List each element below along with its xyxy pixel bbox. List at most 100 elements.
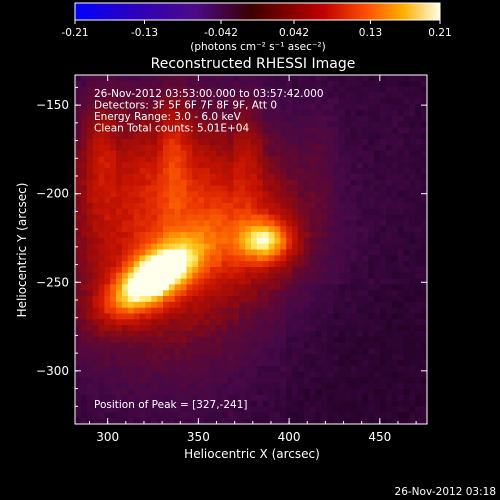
heatmap-cell: [303, 150, 311, 158]
heatmap-cell: [309, 197, 317, 204]
heatmap-cell: [139, 336, 146, 344]
heatmap-cell: [327, 354, 334, 361]
heatmap-cell: [151, 237, 158, 245]
heatmap-cell: [186, 80, 193, 88]
heatmap-cell: [292, 237, 299, 245]
heatmap-cell: [92, 127, 100, 134]
heatmap-cell: [303, 98, 311, 105]
heatmap-cell: [315, 179, 322, 187]
heatmap-cell: [415, 394, 422, 402]
heatmap-cell: [204, 394, 211, 402]
heatmap-cell: [415, 226, 422, 233]
heatmap-cell: [251, 138, 258, 146]
heatmap-cell: [385, 237, 393, 245]
heatmap-cell: [415, 109, 422, 117]
heatmap-cell: [256, 133, 264, 140]
heatmap-cell: [180, 156, 188, 163]
heatmap-cell: [215, 202, 223, 210]
heatmap-cell: [397, 290, 405, 297]
heatmap-cell: [350, 173, 358, 181]
heatmap-cell: [145, 389, 152, 396]
heatmap-cell: [86, 133, 94, 140]
heatmap-cell: [204, 75, 211, 82]
heatmap-cell: [157, 75, 164, 82]
heatmap-cell: [133, 354, 141, 361]
heatmap-cell: [86, 383, 94, 390]
heatmap-cell: [268, 383, 276, 390]
heatmap-cell: [333, 179, 340, 187]
heatmap-cell: [362, 354, 369, 361]
heatmap-cell: [204, 255, 211, 262]
heatmap-cell: [292, 173, 299, 181]
heatmap-cell: [297, 261, 305, 268]
heatmap-cell: [391, 156, 399, 163]
heatmap-cell: [133, 104, 141, 111]
heatmap-cell: [292, 383, 299, 390]
heatmap-cell: [86, 296, 94, 303]
heatmap-cell: [215, 325, 223, 332]
heatmap-cell: [80, 138, 88, 146]
heatmap-cell: [280, 389, 287, 396]
heatmap-cell: [92, 278, 100, 285]
heatmap-cell: [339, 232, 346, 239]
heatmap-cell: [174, 400, 182, 408]
heatmap-cell: [75, 255, 82, 262]
heatmap-cell: [397, 406, 405, 413]
heatmap-cell: [339, 92, 346, 99]
heatmap-cell: [104, 278, 111, 285]
heatmap-cell: [121, 80, 129, 88]
heatmap-cell: [86, 202, 94, 210]
heatmap-cell: [116, 336, 123, 344]
heatmap-cell: [262, 220, 270, 227]
heatmap-cell: [168, 115, 176, 123]
heatmap-cell: [139, 313, 146, 320]
heatmap-cell: [92, 144, 100, 152]
heatmap-cell: [280, 272, 287, 280]
heatmap-cell: [227, 266, 234, 274]
heatmap-cell: [333, 284, 340, 291]
heatmap-cell: [292, 354, 299, 361]
heatmap-cell: [98, 266, 105, 274]
heatmap-cell: [262, 296, 270, 303]
heatmap-cell: [92, 261, 100, 268]
colorbar-gradient: [74, 2, 441, 21]
heatmap-cell: [297, 185, 305, 192]
heatmap-cell: [157, 121, 164, 128]
heatmap-cell: [227, 86, 234, 94]
heatmap-cell: [374, 75, 381, 82]
heatmap-cell: [256, 284, 264, 291]
heatmap-cell: [192, 330, 199, 338]
heatmap-cell: [327, 371, 334, 379]
heatmap-cell: [110, 383, 117, 390]
heatmap-cell: [192, 133, 199, 140]
heatmap-cell: [321, 365, 328, 373]
heatmap-cell: [75, 301, 82, 309]
heatmap-cell: [344, 197, 352, 204]
heatmap-cell: [227, 185, 234, 192]
heatmap-cell: [297, 237, 305, 245]
heatmap-cell: [315, 226, 322, 233]
heatmap-cell: [104, 284, 111, 291]
heatmap-cell: [286, 173, 293, 181]
heatmap-cell: [321, 179, 328, 187]
heatmap-cell: [98, 377, 105, 384]
heatmap-cell: [368, 121, 375, 128]
heatmap-cell: [145, 237, 152, 245]
heatmap-cell: [168, 325, 176, 332]
heatmap-cell: [303, 214, 311, 222]
heatmap-cell: [268, 249, 276, 256]
heatmap-cell: [421, 255, 428, 262]
heatmap-cell: [262, 237, 270, 245]
heatmap-cell: [163, 133, 170, 140]
heatmap-cell: [127, 226, 135, 233]
heatmap-cell: [403, 336, 410, 344]
heatmap-cell: [356, 272, 364, 280]
heatmap-cell: [251, 156, 258, 163]
heatmap-cell: [409, 232, 416, 239]
heatmap-cell: [385, 104, 393, 111]
heatmap-cell: [215, 162, 223, 169]
heatmap-cell: [192, 371, 199, 379]
heatmap-cell: [391, 406, 399, 413]
heatmap-cell: [98, 115, 105, 123]
heatmap-cell: [151, 365, 158, 373]
